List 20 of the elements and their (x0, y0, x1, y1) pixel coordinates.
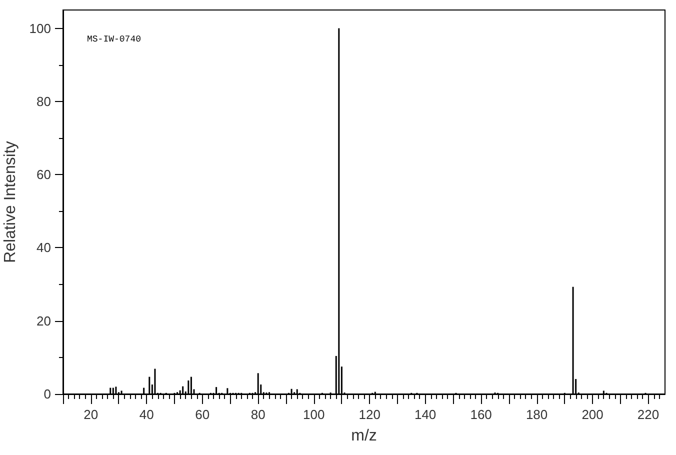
y-tick-label: 80 (36, 94, 51, 109)
x-tick-label: 200 (582, 407, 604, 422)
x-tick-label: 120 (358, 407, 380, 422)
x-tick-label: 100 (302, 407, 325, 422)
x-axis-title: m/z (351, 428, 377, 444)
y-axis-title: Relative Intensity (2, 141, 19, 263)
y-tick-label: 20 (36, 313, 51, 328)
x-tick-label: 160 (470, 407, 492, 422)
y-tick-label: 40 (36, 240, 51, 256)
x-tick-label: 80 (250, 407, 266, 422)
annotation: MS-IW-0740 (87, 34, 142, 44)
x-tick-label: 220 (637, 407, 660, 422)
x-tick-label: 180 (526, 407, 548, 422)
y-tick-label: 100 (29, 20, 51, 36)
x-tick-label: 140 (414, 407, 436, 422)
x-tick-label: 60 (195, 407, 210, 422)
y-tick-label: 0 (44, 386, 51, 402)
x-tick-label: 20 (84, 407, 98, 422)
x-tick-label: 40 (139, 407, 154, 422)
y-tick-label: 60 (36, 167, 51, 182)
